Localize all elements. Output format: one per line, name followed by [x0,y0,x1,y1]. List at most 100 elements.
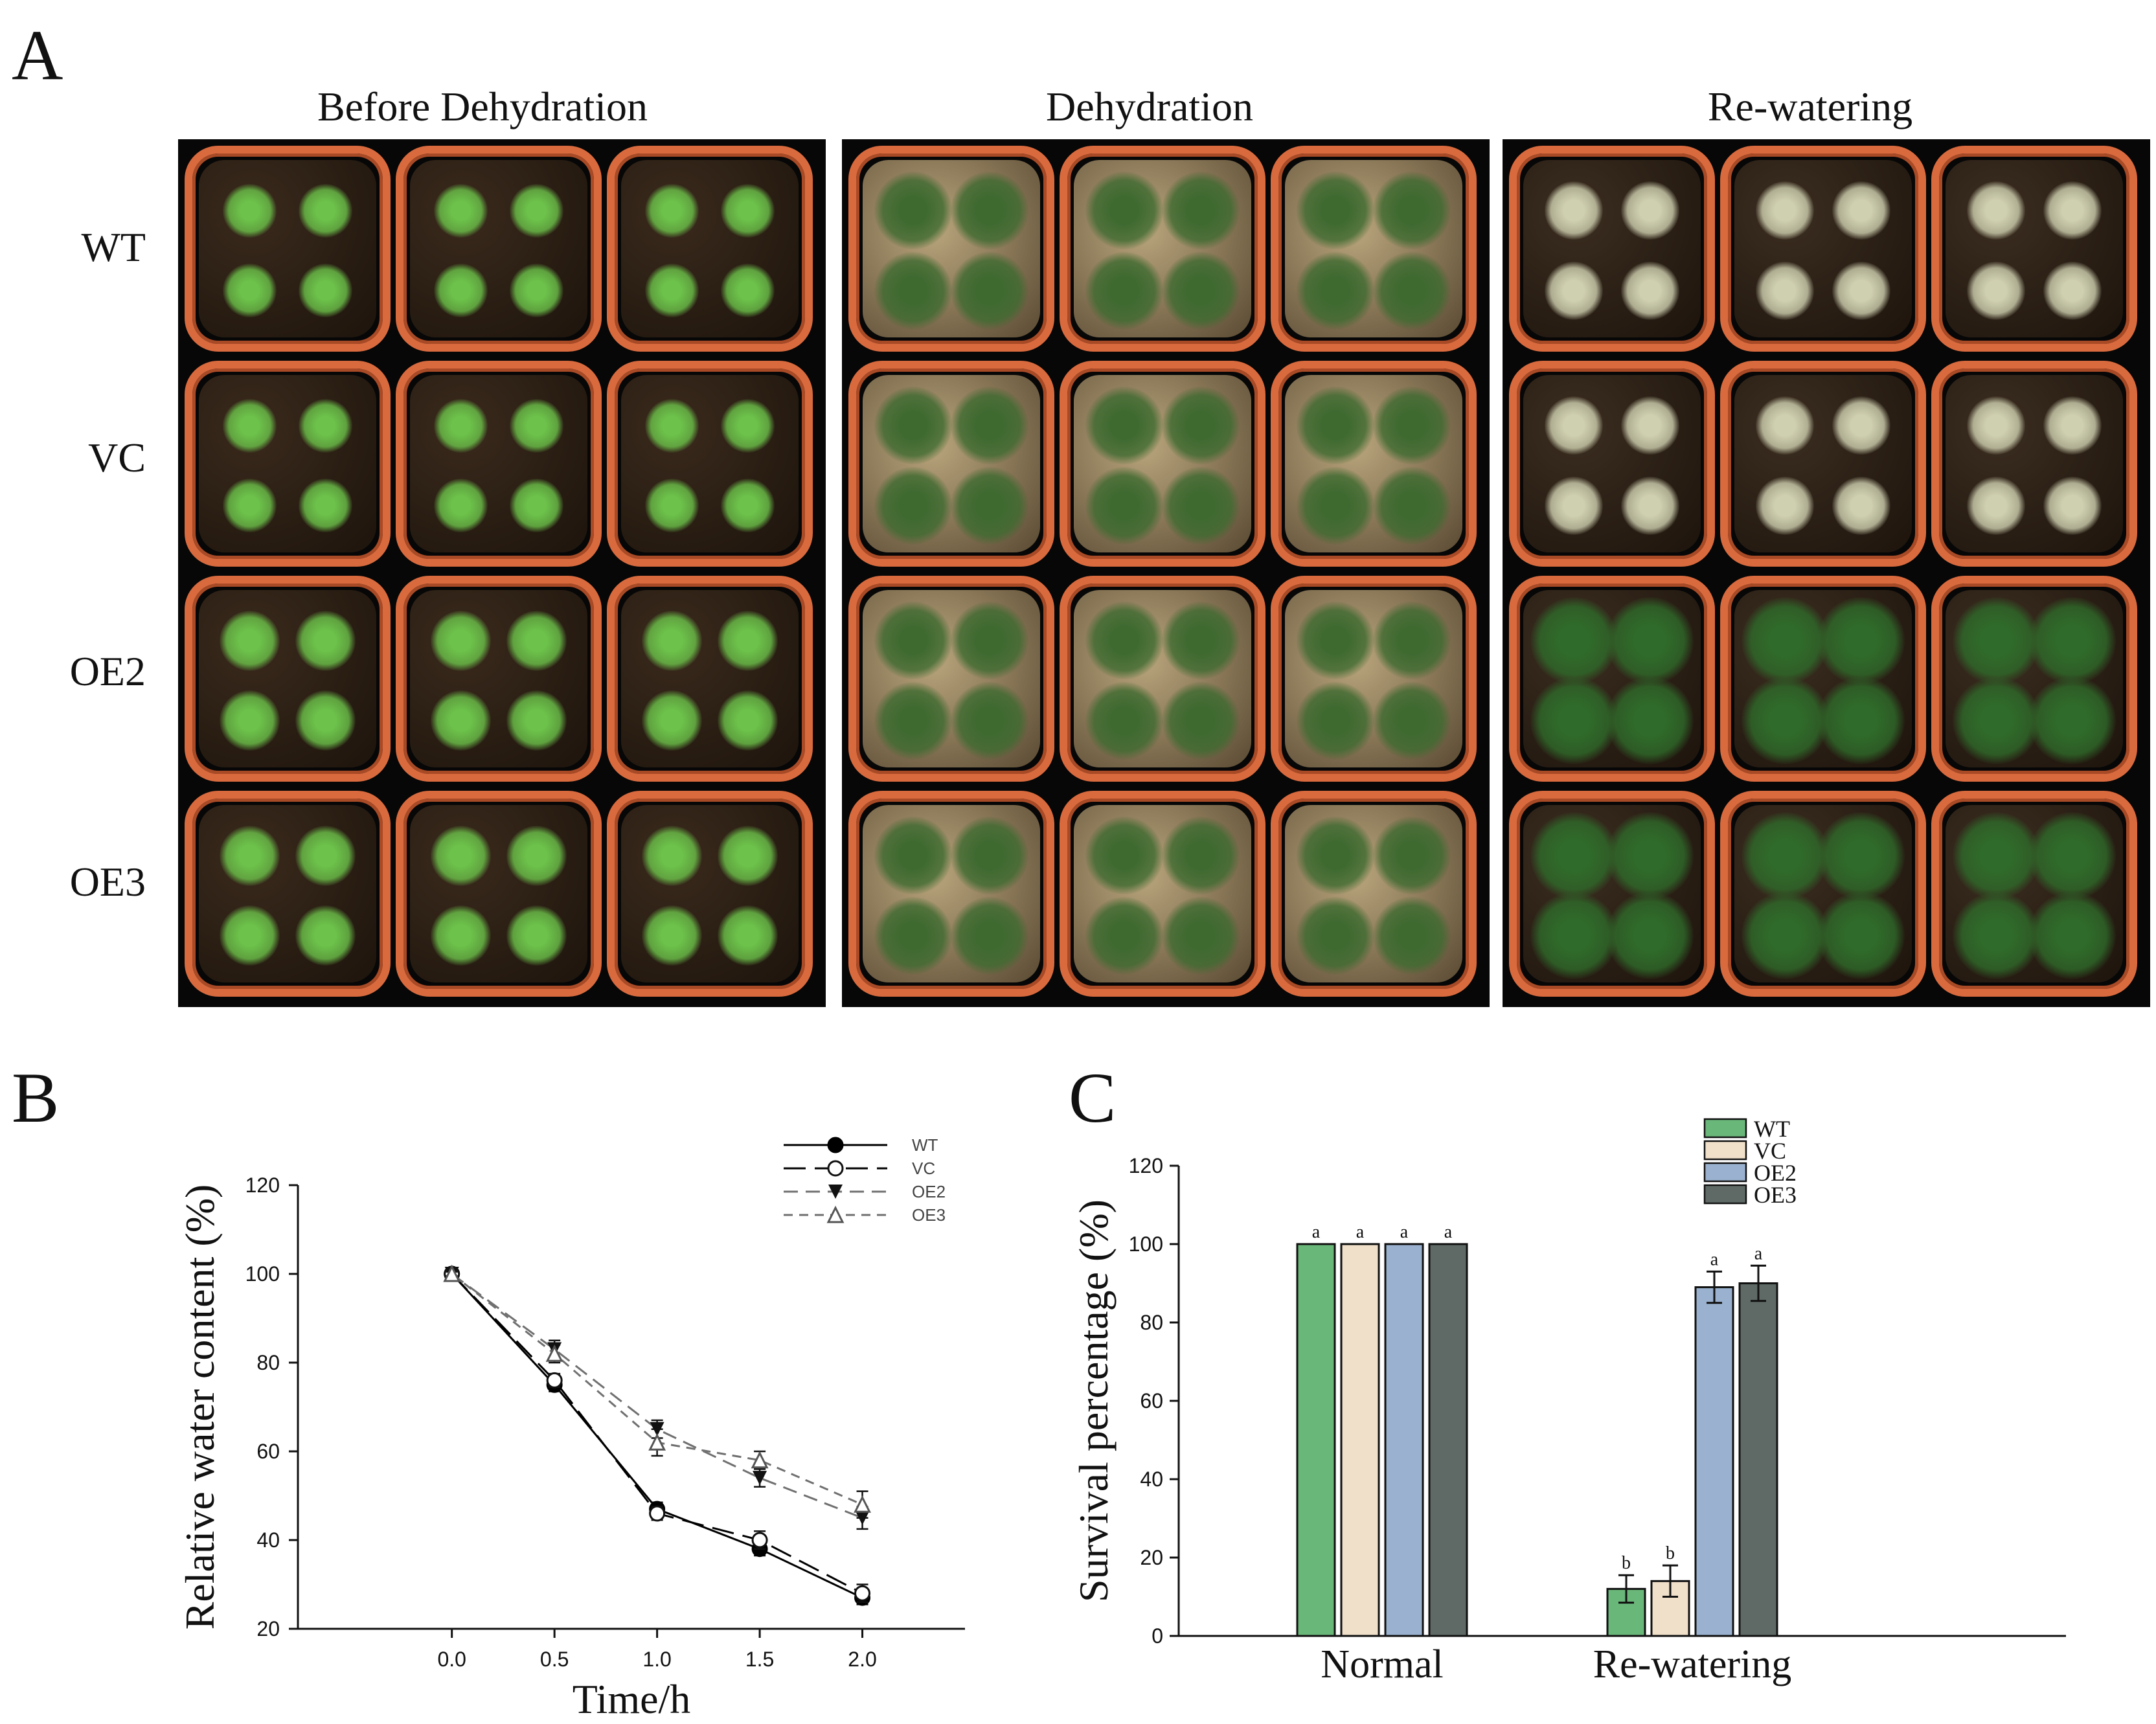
pot-wt-3 [607,146,813,352]
pot-vc-1 [848,361,1054,567]
plant-rosette [1085,172,1163,249]
plant-rosette [951,897,1028,975]
soil [621,160,799,337]
plant-rosette [506,826,567,886]
plant-rosette [510,399,563,453]
plant-rosette [1967,477,2025,535]
plant-rosette [2043,262,2102,320]
plant-rosette [220,690,280,751]
plant-rosette [1162,817,1240,894]
plant-rosette [1297,817,1374,894]
pot-vc-1 [185,361,391,567]
plant-rosette [1373,252,1451,330]
legend-swatch-vc [1703,1140,1747,1161]
plant-rosette [1297,897,1374,975]
plant-rosette [1373,467,1451,545]
pot-oe2-3 [607,576,813,782]
plant-rosette [1621,262,1679,320]
plant-rosette [506,690,567,751]
plant-rosette [1832,477,1890,535]
y-tick-label: 80 [1140,1311,1163,1334]
pot-oe3-2 [396,791,602,997]
y-tick-label: 120 [1129,1154,1163,1177]
plant-rosette [645,399,699,453]
plant-rosette [1817,597,1905,685]
plant-rosette [431,690,491,751]
plant-rosette [2043,477,2102,535]
plant-rosette [506,611,567,671]
plant-rosette [645,264,699,317]
plant-rosette [1162,387,1240,464]
plant-rosette [1530,812,1618,900]
plant-rosette [1742,812,1829,900]
y-tick-label: 100 [1129,1232,1163,1256]
pot-wt-2 [396,146,602,352]
legend-marker [826,1205,845,1223]
legend-marker [827,1137,844,1153]
category-label-normal: Normal [1321,1642,1443,1686]
series-line [451,1273,863,1519]
plant-rosette [642,690,702,751]
plant-rosette [1756,262,1814,320]
plant-rosette [1742,677,1829,764]
plant-rosette [1756,396,1814,455]
pot-oe2-2 [1720,576,1926,782]
legend-label-oe3: OE3 [912,1205,946,1225]
plant-rosette [1373,387,1451,464]
plant-rosette [874,817,952,894]
plant-rosette [1832,181,1890,240]
plant-rosette [299,184,352,238]
plant-rosette [510,264,563,317]
plant-rosette [721,479,775,532]
plant-rosette [1742,597,1829,685]
photo-before-dehydration [178,139,826,1007]
plant-rosette [1373,817,1451,894]
plant-rosette [1085,467,1163,545]
plant-rosette [1817,677,1905,764]
y-tick-label: 100 [245,1262,280,1286]
plant-rosette [1162,682,1240,760]
pot-wt-1 [185,146,391,352]
pot-oe3-1 [848,791,1054,997]
plant-rosette [718,826,778,886]
plant-rosette [510,479,563,532]
line-chart-svg: 20 40 60 80 100 120 0.0 0.5 1.0 1.5 2.0 Time/h Relat… [177,1135,965,1722]
plant-rosette [1297,172,1374,249]
plant-rosette [299,399,352,453]
significance-label: b [1666,1543,1675,1563]
plant-rosette [1297,467,1374,545]
plant-rosette [2043,396,2102,455]
plant-rosette [1967,396,2025,455]
plant-rosette [220,611,280,671]
legend: WT VC OE2 OE3 [784,1135,946,1225]
y-tick-label: 60 [256,1440,280,1463]
column-header-dehydration: Dehydration [1046,84,1253,130]
plant-rosette [295,905,356,966]
plant-rosette [1817,892,1905,979]
plant-rosette [434,184,488,238]
pot-vc-2 [1720,361,1926,567]
plant-rosette [1297,252,1374,330]
plant-rosette [2028,892,2116,979]
plant-rosette [1297,387,1374,464]
plant-rosette [1085,682,1163,760]
plant-rosette [1373,602,1451,679]
pot-wt-3 [1931,146,2137,352]
plant-rosette [718,905,778,966]
bar-oe3 [1428,1243,1468,1637]
pot-oe3-3 [1931,791,2137,997]
data-point [751,1451,769,1469]
plant-rosette [1756,181,1814,240]
pot-wt-1 [848,146,1054,352]
x-tick-label: 0.0 [437,1648,466,1671]
relative-water-content-chart: 20 40 60 80 100 120 0.0 0.5 1.0 1.5 2.0 Time/h Relat… [0,1101,1010,1724]
x-axis-label: Time/h [573,1676,691,1722]
data-point [443,1264,461,1282]
plant-rosette [1953,677,2040,764]
plant-rosette [874,467,952,545]
significance-label: a [1400,1222,1409,1242]
plant-rosette [718,690,778,751]
legend-marker [828,1185,843,1199]
legend-label-oe2: OE2 [912,1182,946,1201]
series-oe3 [443,1264,871,1519]
